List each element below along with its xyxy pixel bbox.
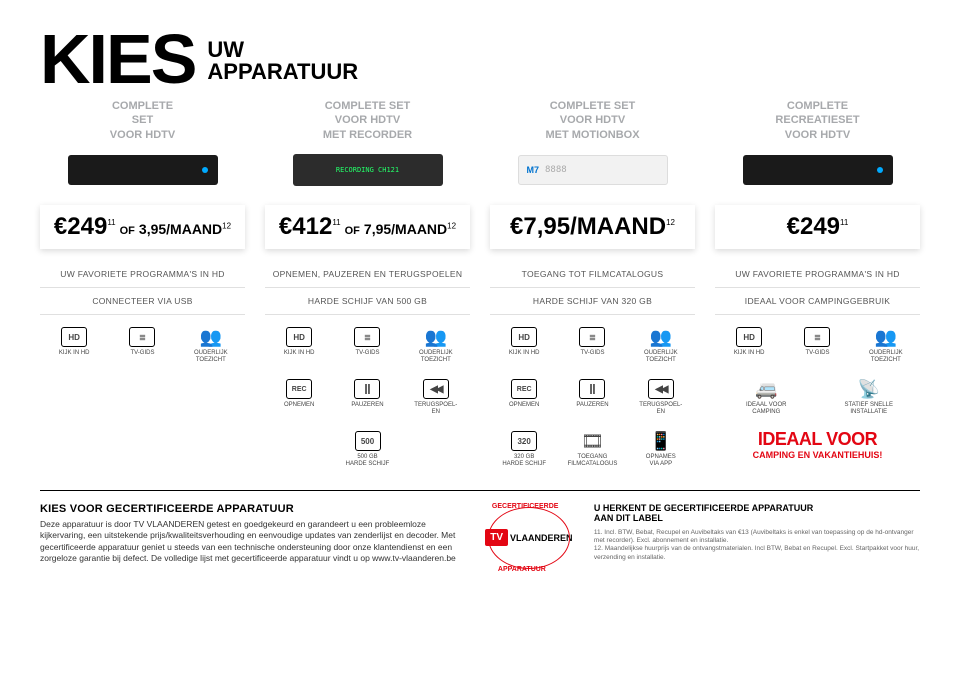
feature-line-1: OPNEMEN, PAUZEREN EN TERUGSPOELEN: [265, 261, 470, 288]
footer: KIES VOOR GECERTIFICEERDE APPARATUUR Dez…: [40, 490, 920, 573]
column-title: COMPLETE SET VOOR HDTV: [110, 99, 175, 141]
price-box: €41211 OF 7,95/MAAND12: [265, 205, 470, 249]
feature-list-icon: ≣TV-GIDS: [115, 327, 169, 363]
cert-badge: GECERTIFICEERDE APPARATUUR TV VLAANDEREN: [484, 503, 574, 573]
feature-rew-icon: TERUGSPOEL- EN: [634, 379, 688, 415]
column-1: COMPLETE SET VOOR HDTV MET RECORDER RECOR…: [265, 99, 470, 472]
column-title: COMPLETE RECREATIESET VOOR HDTV: [775, 99, 859, 141]
feature-hd-icon: KIJK IN HD: [722, 327, 776, 363]
feature-people-icon: 👥OUDERLIJK TOEZICHT: [409, 327, 463, 363]
price-main: €24911: [787, 213, 849, 241]
footer-heading: KIES VOOR GECERTIFICEERDE APPARATUUR: [40, 503, 464, 515]
feature-500-icon: 500 GB HARDE SCHIJF: [341, 431, 395, 467]
column-3: COMPLETE RECREATIESET VOOR HDTV €24911 UW …: [715, 99, 920, 472]
feature-satdish-icon: 📡STATIEF SNELLE INSTALLATIE: [842, 379, 896, 415]
price-month: 7,95/MAAND12: [364, 221, 456, 237]
footer-right-heading: U HERKENT DE GECERTIFICEERDE APPARATUUR …: [594, 503, 920, 523]
device-slot: [733, 147, 903, 193]
feature-320-icon: 320 GB HARDE SCHIJF: [497, 431, 551, 467]
column-2: COMPLETE SET VOOR HDTV MET MOTIONBOX M788…: [490, 99, 695, 472]
page-header: KIES UW APPARATUUR: [40, 28, 920, 91]
feature-caravan-icon: 🚐IDEAAL VOOR CAMPING: [739, 379, 793, 415]
feature-hd-icon: KIJK IN HD: [47, 327, 101, 363]
icon-row-1: KIJK IN HD ≣TV-GIDS 👥OUDERLIJK TOEZICHT: [40, 327, 245, 363]
column-title: COMPLETE SET VOOR HDTV MET MOTIONBOX: [545, 99, 639, 141]
price-of: OF: [120, 225, 135, 237]
feature-phone-icon: 📱OPNAMES VIA APP: [634, 431, 688, 467]
footnote-11: 11. Incl. BTW, Bebat, Recupel en Auvibel…: [594, 529, 920, 546]
feature-pause-icon: PAUZEREN: [565, 379, 619, 415]
price-box: €24911: [715, 205, 920, 249]
icon-row-3: 500 GB HARDE SCHIJF: [265, 431, 470, 467]
feature-hd-icon: KIJK IN HD: [497, 327, 551, 363]
price-month: €7,95/MAAND12: [510, 213, 675, 241]
icon-row-1: KIJK IN HD ≣TV-GIDS 👥OUDERLIJK TOEZICHT: [715, 327, 920, 363]
icon-row-1: KIJK IN HD ≣TV-GIDS 👥OUDERLIJK TOEZICHT: [265, 327, 470, 363]
feature-people-icon: 👥OUDERLIJK TOEZICHT: [859, 327, 913, 363]
feature-list-icon: ≣TV-GIDS: [565, 327, 619, 363]
columns-container: COMPLETE SET VOOR HDTV €24911 OF 3,95/MAAND…: [40, 99, 920, 472]
device-slot: M78888: [508, 147, 678, 193]
price-month: 3,95/MAAND12: [139, 221, 231, 237]
icon-row-2: OPNEMEN PAUZEREN TERUGSPOEL- EN: [490, 379, 695, 415]
device-dark-icon: [743, 155, 893, 185]
cert-ring-bottom: APPARATUUR: [498, 566, 546, 573]
device-slot: RECORDING CH121: [283, 147, 453, 193]
ideaal-callout: IDEAAL VOORCAMPING EN VAKANTIEHUIS!: [753, 429, 883, 460]
feature-pause-icon: PAUZEREN: [340, 379, 394, 415]
price-box: €24911 OF 3,95/MAAND12: [40, 205, 245, 249]
device-dark-icon: [68, 155, 218, 185]
feature-line-2: IDEAAL VOOR CAMPINGGEBRUIK: [715, 288, 920, 315]
feature-line-1: UW FAVORIETE PROGRAMMA'S IN HD: [715, 261, 920, 288]
feature-people-icon: 👥OUDERLIJK TOEZICHT: [184, 327, 238, 363]
feature-line-2: HARDE SCHIJF VAN 320 GB: [490, 288, 695, 315]
price-main: €41211: [279, 213, 341, 241]
price-of: OF: [345, 225, 360, 237]
column-title: COMPLETE SET VOOR HDTV MET RECORDER: [323, 99, 412, 141]
icon-row-2: OPNEMEN PAUZEREN TERUGSPOEL- EN: [265, 379, 470, 415]
price-box: €7,95/MAAND12: [490, 205, 695, 249]
device-slot: [58, 147, 228, 193]
cert-ring-top: GECERTIFICEERDE: [492, 503, 559, 510]
cert-vl: VLAANDEREN: [510, 533, 573, 543]
feature-rew-icon: TERUGSPOEL- EN: [409, 379, 463, 415]
icon-row-2: 🚐IDEAAL VOOR CAMPING 📡STATIEF SNELLE INST…: [715, 379, 920, 415]
feature-hd-icon: KIJK IN HD: [272, 327, 326, 363]
title-sub2: APPARATUUR: [207, 61, 358, 83]
title-kies: KIES: [40, 28, 195, 91]
title-sub: UW APPARATUUR: [207, 39, 358, 91]
price-main: €24911: [54, 213, 116, 241]
feature-rec-icon: OPNEMEN: [497, 379, 551, 415]
feature-people-icon: 👥OUDERLIJK TOEZICHT: [634, 327, 688, 363]
feature-line-2: HARDE SCHIJF VAN 500 GB: [265, 288, 470, 315]
device-motionbox-icon: M78888: [518, 155, 668, 185]
cert-tv: TV: [485, 529, 508, 546]
column-0: COMPLETE SET VOOR HDTV €24911 OF 3,95/MAAND…: [40, 99, 245, 472]
feature-rec-icon: OPNEMEN: [272, 379, 326, 415]
feature-line-2: CONNECTEER VIA USB: [40, 288, 245, 315]
footer-left: KIES VOOR GECERTIFICEERDE APPARATUUR Dez…: [40, 503, 464, 565]
footer-body: Deze apparatuur is door TV VLAANDEREN ge…: [40, 519, 464, 565]
icon-row-3: 320 GB HARDE SCHIJF 🎞TOEGANG FILMCATALOGU…: [490, 431, 695, 467]
device-recorder-icon: RECORDING CH121: [293, 154, 443, 186]
footnote-12: 12. Maandelijkse huurprijs van de ontvan…: [594, 545, 920, 562]
feature-list-icon: ≣TV-GIDS: [340, 327, 394, 363]
feature-line-1: TOEGANG TOT FILMCATALOGUS: [490, 261, 695, 288]
feature-list-icon: ≣TV-GIDS: [790, 327, 844, 363]
icon-row-1: KIJK IN HD ≣TV-GIDS 👥OUDERLIJK TOEZICHT: [490, 327, 695, 363]
footer-right: U HERKENT DE GECERTIFICEERDE APPARATUUR …: [594, 503, 920, 563]
feature-line-1: UW FAVORIETE PROGRAMMA'S IN HD: [40, 261, 245, 288]
feature-film-icon: 🎞TOEGANG FILMCATALOGUS: [565, 431, 619, 467]
